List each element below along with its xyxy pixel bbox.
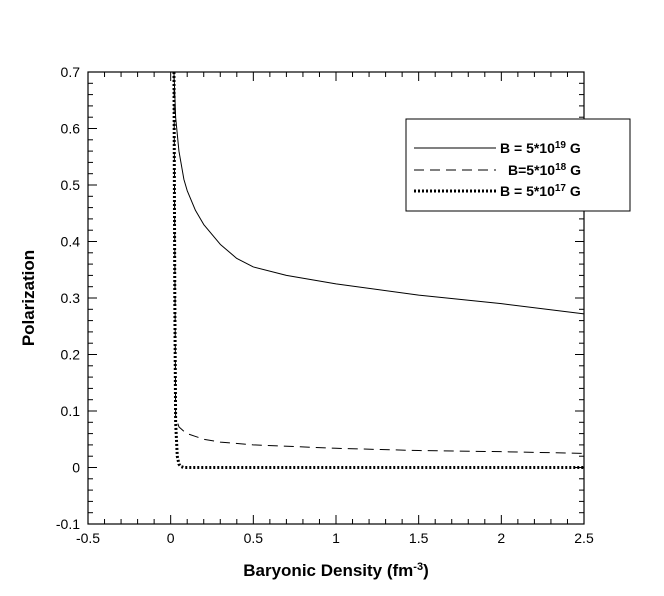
legend-label-5e19-tail: G — [566, 140, 581, 156]
y-tick-label: 0.5 — [61, 177, 81, 193]
y-tick-label: 0.7 — [61, 64, 81, 80]
x-tick-label: 1 — [332, 530, 340, 546]
legend-label-5e17: B = 5*1017 G — [500, 183, 581, 200]
legend: B = 5*1019 G B=5*1018 G B = 5*1017 G — [405, 118, 631, 212]
y-tick-label: -0.1 — [56, 516, 80, 532]
x-tick-label: 1.5 — [409, 530, 429, 546]
x-tick-label: 0.5 — [244, 530, 264, 546]
series-line-solid — [173, 71, 585, 315]
legend-label-5e19-sup: 19 — [555, 140, 567, 151]
legend-label-5e17-sup: 17 — [555, 183, 567, 194]
legend-label-5e19-main: B = 5*10 — [500, 140, 555, 156]
plot-frame — [87, 71, 585, 525]
x-tick-label: -0.5 — [76, 530, 100, 546]
legend-label-5e17-tail: G — [566, 183, 581, 199]
legend-label-5e18-sup: 18 — [555, 162, 567, 173]
y-tick-label: 0 — [72, 460, 80, 476]
x-axis-title-sup: -3 — [413, 561, 423, 573]
legend-label-5e18: B=5*1018 G — [508, 162, 581, 179]
x-tick-label: 2 — [497, 530, 505, 546]
y-tick-label: 0.6 — [61, 121, 81, 137]
legend-label-5e17-main: B = 5*10 — [500, 183, 555, 199]
legend-box — [405, 118, 631, 212]
x-axis-title-tail: ) — [423, 561, 429, 580]
series-layer — [172, 71, 585, 469]
y-tick-label: 0.3 — [61, 290, 81, 306]
series-line-dashed — [173, 71, 585, 454]
y-tick-label: 0.4 — [61, 234, 81, 250]
x-axis-title: Baryonic Density (fm-3) — [243, 561, 429, 580]
x-tick-label: 2.5 — [574, 530, 594, 546]
legend-label-5e18-tail: G — [566, 162, 581, 178]
legend-label-5e19: B = 5*1019 G — [500, 140, 581, 157]
y-axis-title: Polarization — [19, 250, 38, 346]
y-tick-label: 0.1 — [61, 403, 81, 419]
legend-label-5e18-main: B=5*10 — [508, 162, 555, 178]
y-tick-label: 0.2 — [61, 347, 81, 363]
series-line-dotted — [172, 71, 584, 469]
x-axis-title-main: Baryonic Density (fm — [243, 561, 413, 580]
x-tick-label: 0 — [167, 530, 175, 546]
